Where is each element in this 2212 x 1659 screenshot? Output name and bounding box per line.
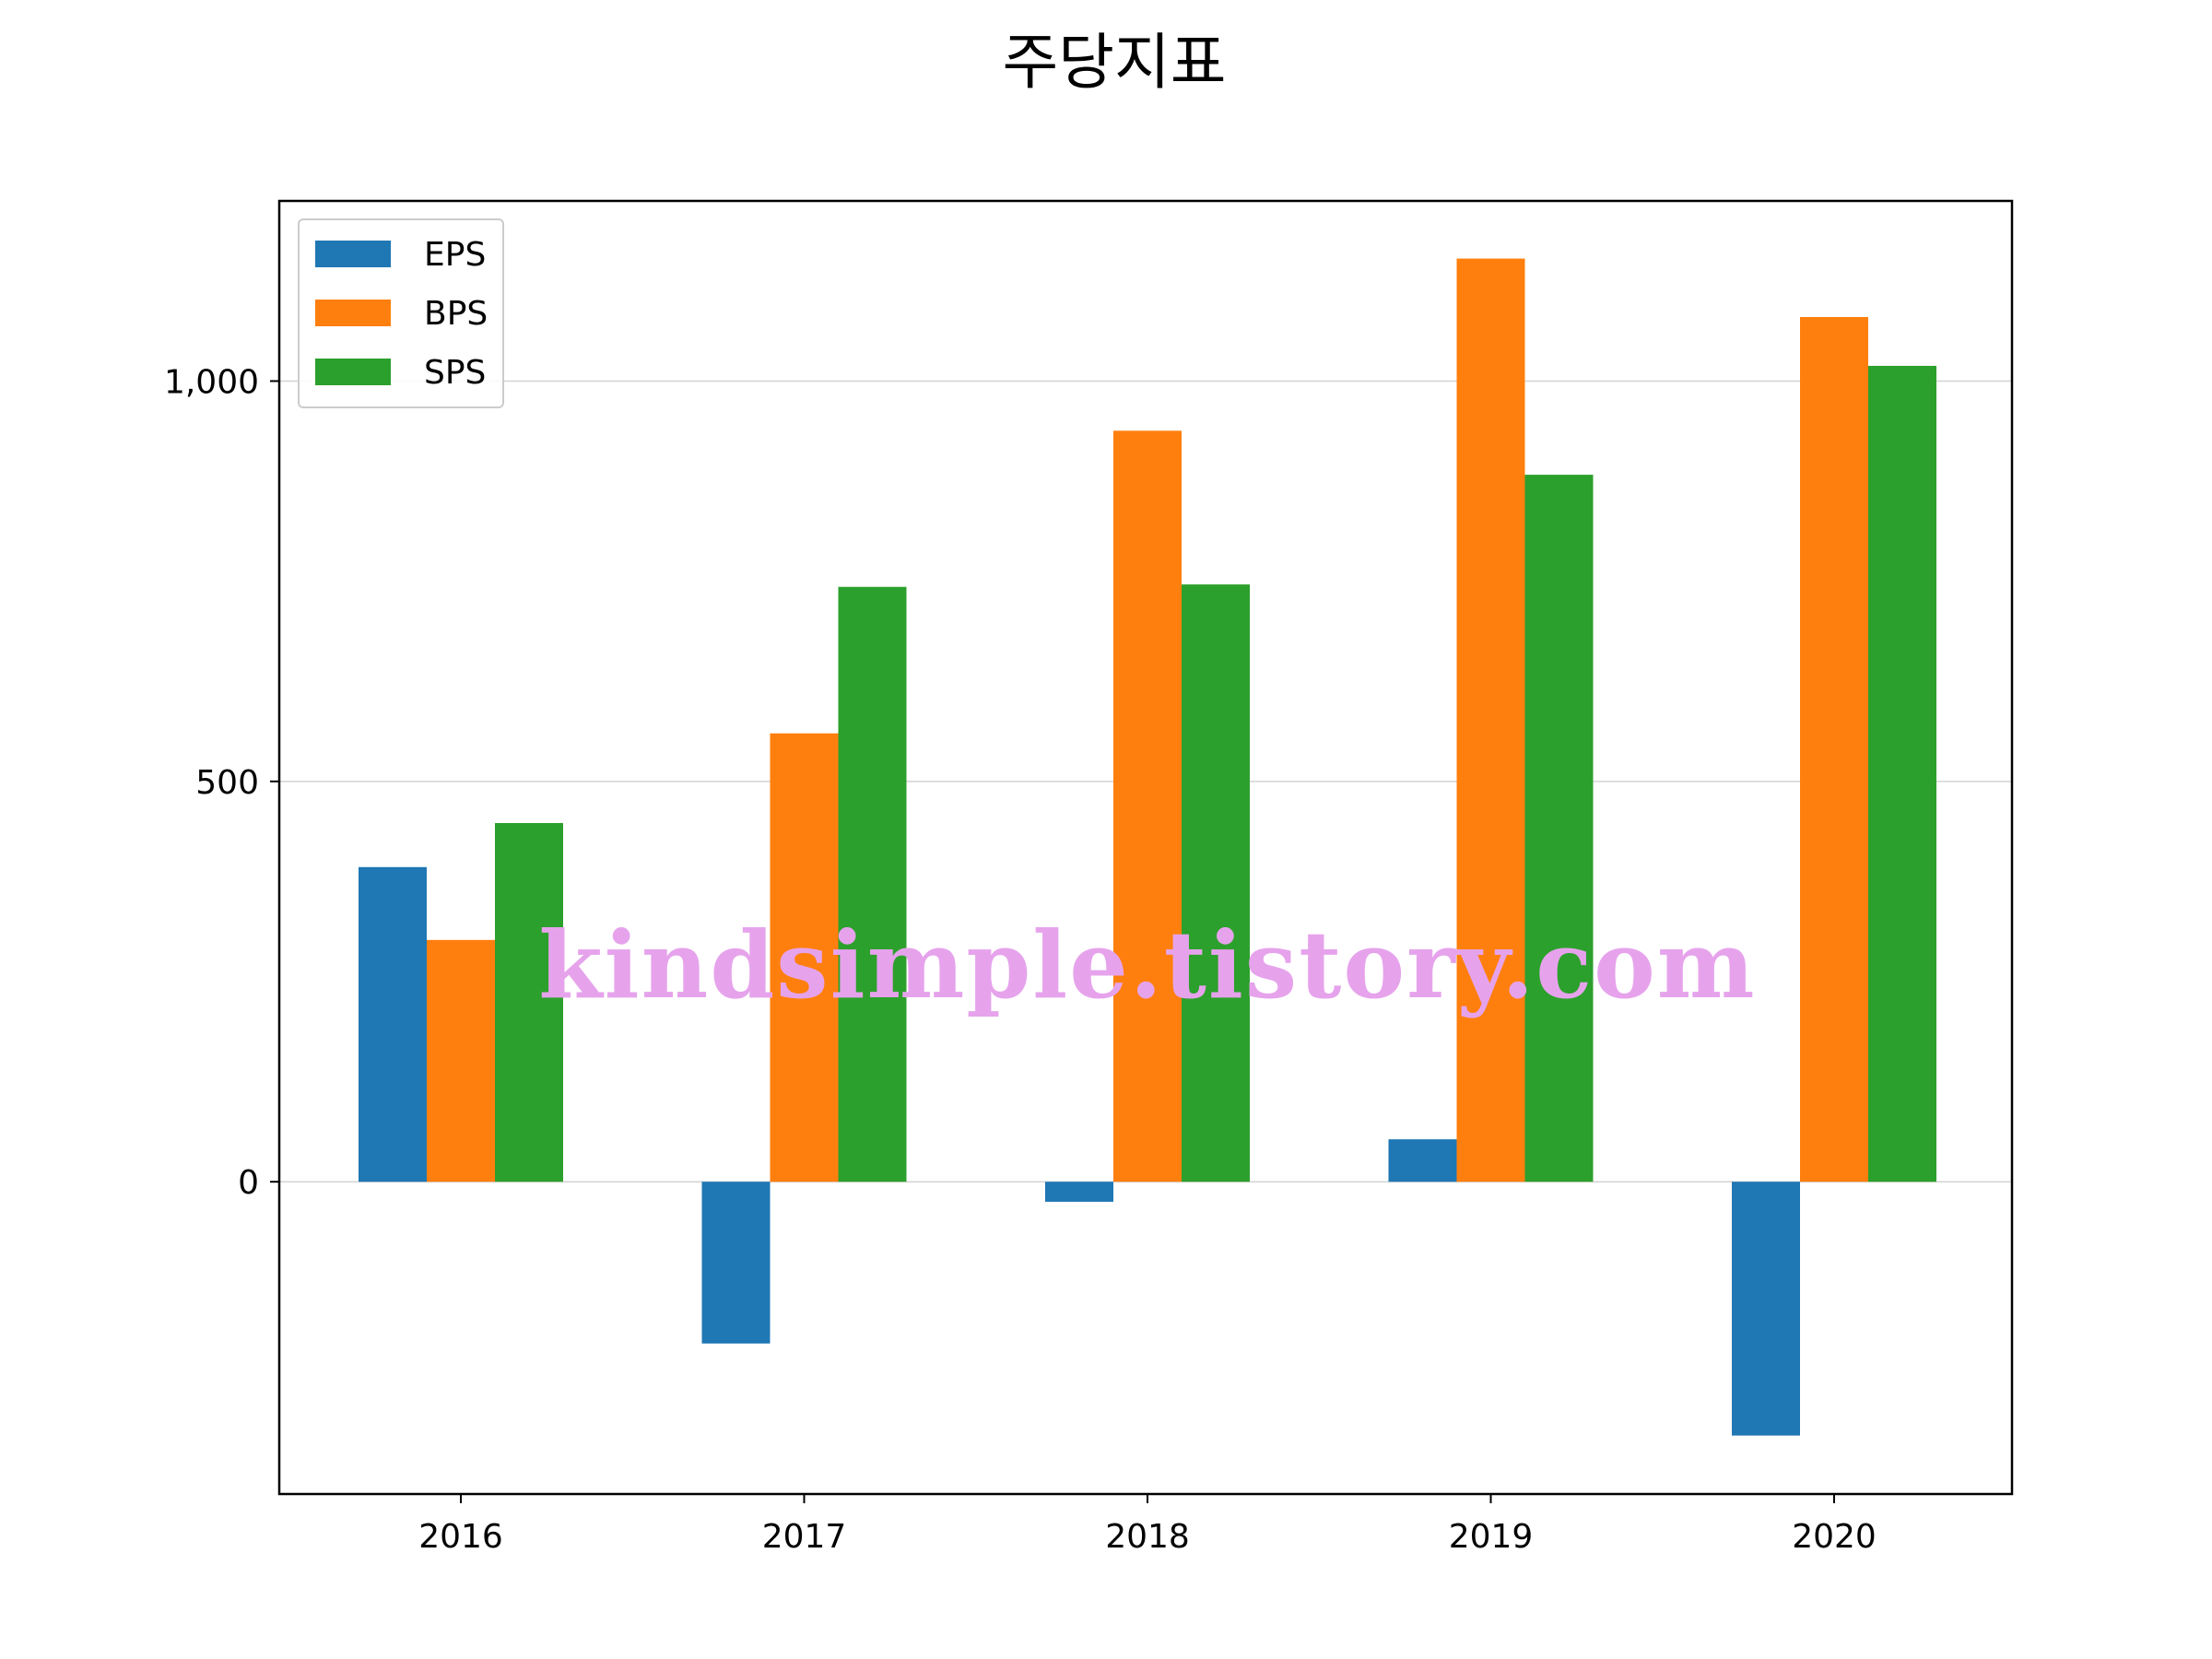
bar-sps-2018 bbox=[1182, 584, 1250, 1182]
y-tick-label: 500 bbox=[195, 764, 259, 802]
x-tick-label: 2016 bbox=[418, 1518, 503, 1556]
bar-eps-2017 bbox=[701, 1182, 771, 1344]
bar-sps-2020 bbox=[1868, 365, 1936, 1182]
chart-title: 주당지표 bbox=[1003, 27, 1227, 98]
bar-eps-2016 bbox=[359, 866, 427, 1182]
y-axis: 0 500 1,000 bbox=[164, 363, 279, 1202]
legend-swatch-eps bbox=[315, 241, 391, 267]
bar-sps-2017 bbox=[838, 586, 907, 1182]
legend-swatch-bps bbox=[315, 300, 391, 326]
bar-sps-2019 bbox=[1524, 475, 1594, 1182]
legend-label-bps: BPS bbox=[424, 295, 488, 333]
x-tick-label: 2019 bbox=[1449, 1518, 1534, 1556]
legend: EPS BPS SPS bbox=[298, 218, 504, 408]
x-axis: 2016 2017 2018 2019 2020 bbox=[418, 1494, 1877, 1556]
plot-frame bbox=[277, 199, 2014, 1496]
y-tick-label: 0 bbox=[238, 1164, 259, 1202]
bar-bps-2020 bbox=[1800, 316, 1868, 1182]
x-tick-label: 2020 bbox=[1792, 1518, 1877, 1556]
bar-bps-2016 bbox=[427, 939, 495, 1182]
legend-label-eps: EPS bbox=[424, 236, 486, 274]
y-tick-label: 1,000 bbox=[164, 363, 259, 401]
watermark: kindsimple.tistory.com bbox=[538, 911, 1756, 1019]
legend-swatch-sps bbox=[315, 359, 391, 385]
bar-eps-2019 bbox=[1388, 1139, 1457, 1182]
legend-label-sps: SPS bbox=[424, 354, 486, 392]
bar-bps-2017 bbox=[770, 733, 839, 1182]
bar-eps-2020 bbox=[1732, 1182, 1800, 1436]
x-tick-label: 2017 bbox=[762, 1518, 847, 1556]
x-tick-label: 2018 bbox=[1105, 1518, 1190, 1556]
bar-eps-2018 bbox=[1045, 1182, 1113, 1202]
bar-sps-2016 bbox=[495, 823, 563, 1182]
bar-bps-2019 bbox=[1456, 258, 1525, 1182]
bars bbox=[359, 258, 1936, 1436]
bar-bps-2018 bbox=[1113, 430, 1182, 1182]
